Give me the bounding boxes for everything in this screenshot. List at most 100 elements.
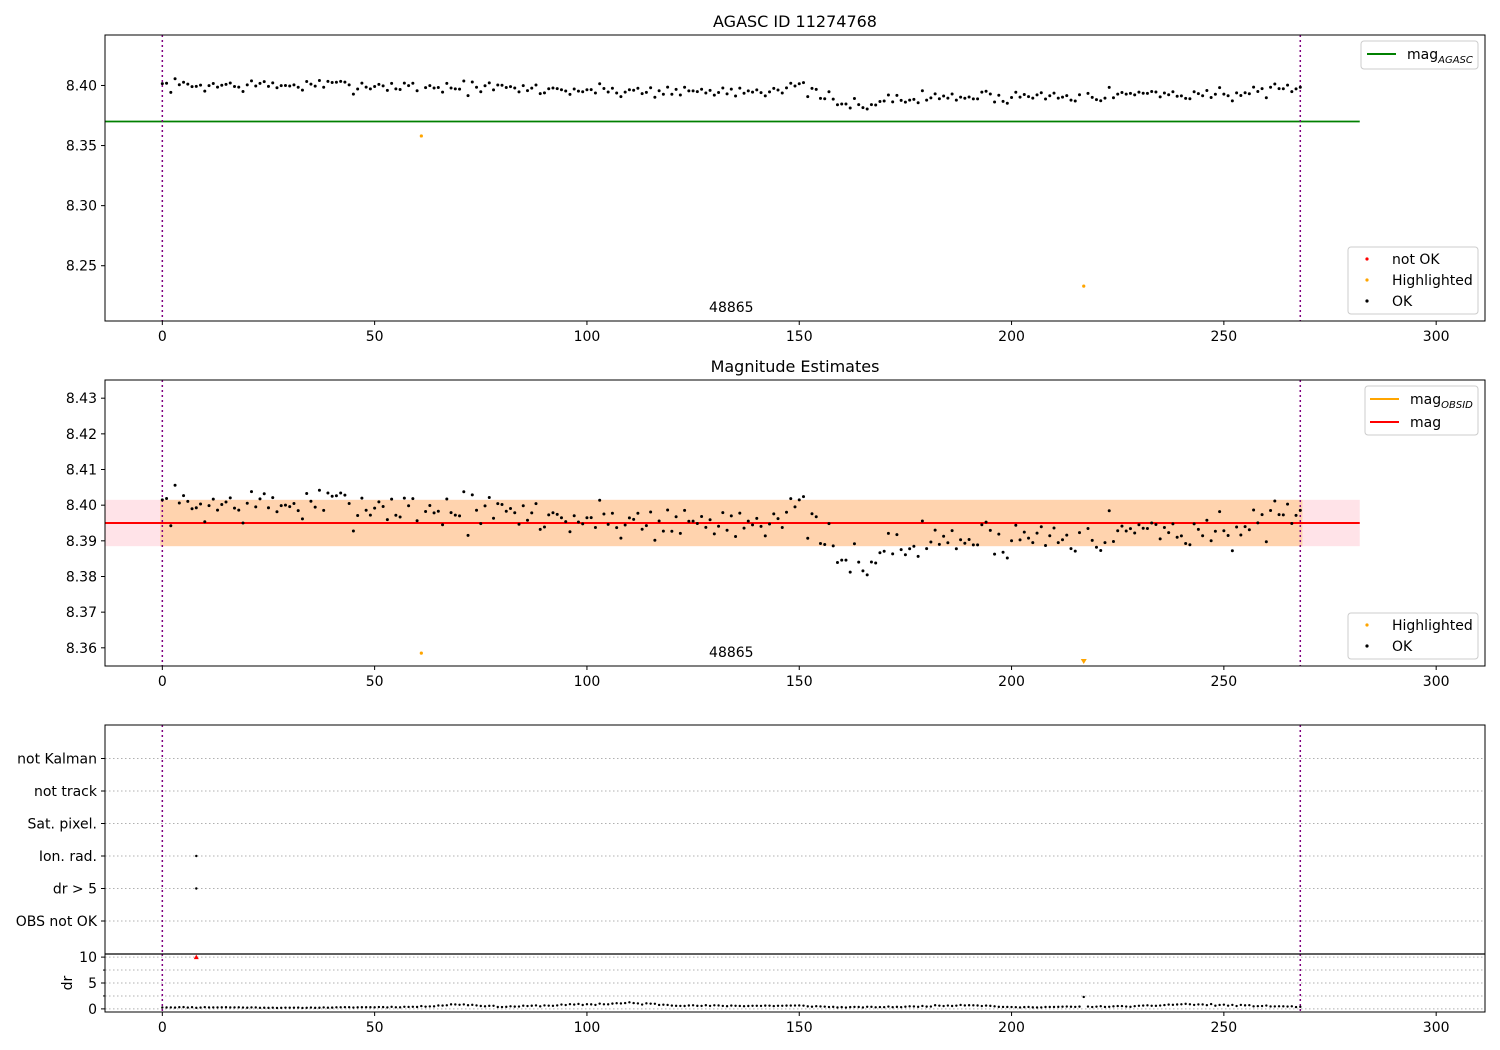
y-tick-label: 8.40: [66, 498, 97, 514]
ok-point: [1099, 99, 1103, 103]
ok-point: [1175, 535, 1179, 539]
ok-point: [385, 88, 389, 92]
ok-point: [169, 90, 173, 94]
ok-point: [313, 505, 317, 509]
ok-point: [661, 529, 665, 533]
ok-point: [1018, 95, 1022, 99]
ok-point: [1056, 96, 1060, 100]
ok-point: [882, 99, 886, 103]
ok-point: [559, 516, 563, 520]
dr-point: [721, 1004, 725, 1008]
ok-point: [1145, 527, 1149, 531]
ok-point: [623, 523, 627, 527]
ok-point: [237, 85, 241, 89]
dr-point: [1103, 1005, 1107, 1009]
dr-point: [959, 1003, 962, 1007]
ok-point: [1107, 85, 1111, 89]
dr-point: [326, 1006, 330, 1009]
ok-point: [292, 501, 296, 505]
x-tick-label: 250: [1210, 674, 1237, 690]
legend-point-status: Highlighted OK: [1347, 612, 1479, 660]
ok-point: [203, 520, 207, 524]
ok-point: [165, 81, 169, 85]
dr-point: [857, 1005, 860, 1009]
ok-point: [500, 503, 504, 507]
dr-point: [437, 1004, 440, 1007]
ok-point: [266, 506, 270, 510]
ok-point: [390, 81, 394, 85]
ok-point: [309, 82, 313, 86]
dr-point: [764, 1004, 767, 1007]
ok-point: [903, 100, 907, 104]
flag-category-label: not track: [34, 784, 98, 800]
ok-point: [687, 89, 691, 93]
ok-point: [466, 94, 470, 98]
ok-point: [1230, 99, 1234, 103]
ok-point: [874, 103, 878, 107]
dr-point: [687, 1004, 691, 1007]
dr-point: [815, 1004, 818, 1008]
ok-point: [347, 83, 351, 87]
ok-point: [886, 93, 890, 97]
x-tick-label: 100: [574, 329, 601, 345]
dr-point: [725, 1005, 729, 1008]
dr-point: [509, 1005, 512, 1008]
legend-dot-swatch: [1365, 623, 1369, 627]
dr-point: [980, 1004, 984, 1008]
ok-point: [1124, 92, 1128, 96]
ok-point: [441, 523, 445, 527]
ok-point: [780, 525, 784, 529]
dr-point: [424, 1005, 427, 1008]
ok-point: [963, 541, 967, 545]
x-tick-label: 0: [158, 674, 167, 690]
ok-point: [1226, 534, 1230, 538]
dr-point: [870, 1005, 873, 1009]
dr-point: [806, 1005, 809, 1008]
ok-point: [1252, 85, 1256, 89]
ok-point: [704, 525, 708, 529]
ok-point: [993, 100, 997, 104]
dr-point: [381, 1005, 385, 1009]
ok-point: [742, 526, 746, 530]
ok-point: [738, 86, 742, 90]
obsid-annotation: 48865: [709, 300, 754, 316]
dr-point: [1282, 1005, 1285, 1008]
ok-point: [810, 512, 814, 516]
ok-point: [500, 83, 504, 87]
ok-point: [674, 87, 678, 91]
ok-point: [509, 85, 513, 89]
dr-point: [335, 1006, 338, 1009]
ok-point: [1222, 92, 1226, 96]
ok-point: [1073, 549, 1077, 553]
dr-point: [309, 1006, 313, 1009]
legend-box: [1347, 612, 1479, 660]
ok-point: [1044, 97, 1048, 101]
dr-point: [178, 1006, 181, 1009]
ok-point: [644, 524, 648, 528]
ok-point: [708, 518, 712, 522]
ok-point: [504, 86, 508, 90]
dr-point: [322, 1006, 325, 1009]
ok-point: [725, 92, 729, 96]
ok-point: [874, 561, 878, 565]
ok-point: [1179, 534, 1183, 538]
ok-point: [245, 83, 249, 87]
dr-point: [169, 1006, 173, 1009]
x-tick-label: 0: [158, 1020, 167, 1036]
dr-point: [271, 1006, 274, 1009]
dr-point: [369, 1006, 372, 1009]
ok-point: [492, 516, 496, 520]
ok-point: [1277, 513, 1281, 517]
ok-point: [933, 528, 937, 532]
dr-point: [836, 1006, 839, 1009]
ok-point: [1167, 93, 1171, 97]
dr-point: [377, 1005, 381, 1009]
dr-point: [908, 1005, 911, 1008]
ok-point: [1133, 531, 1137, 535]
ok-point: [1205, 518, 1209, 522]
ok-point: [542, 91, 546, 95]
dr-point: [517, 1005, 521, 1008]
dr-point: [1299, 1005, 1302, 1009]
dr-point: [1150, 1004, 1153, 1007]
ok-point: [177, 83, 181, 87]
